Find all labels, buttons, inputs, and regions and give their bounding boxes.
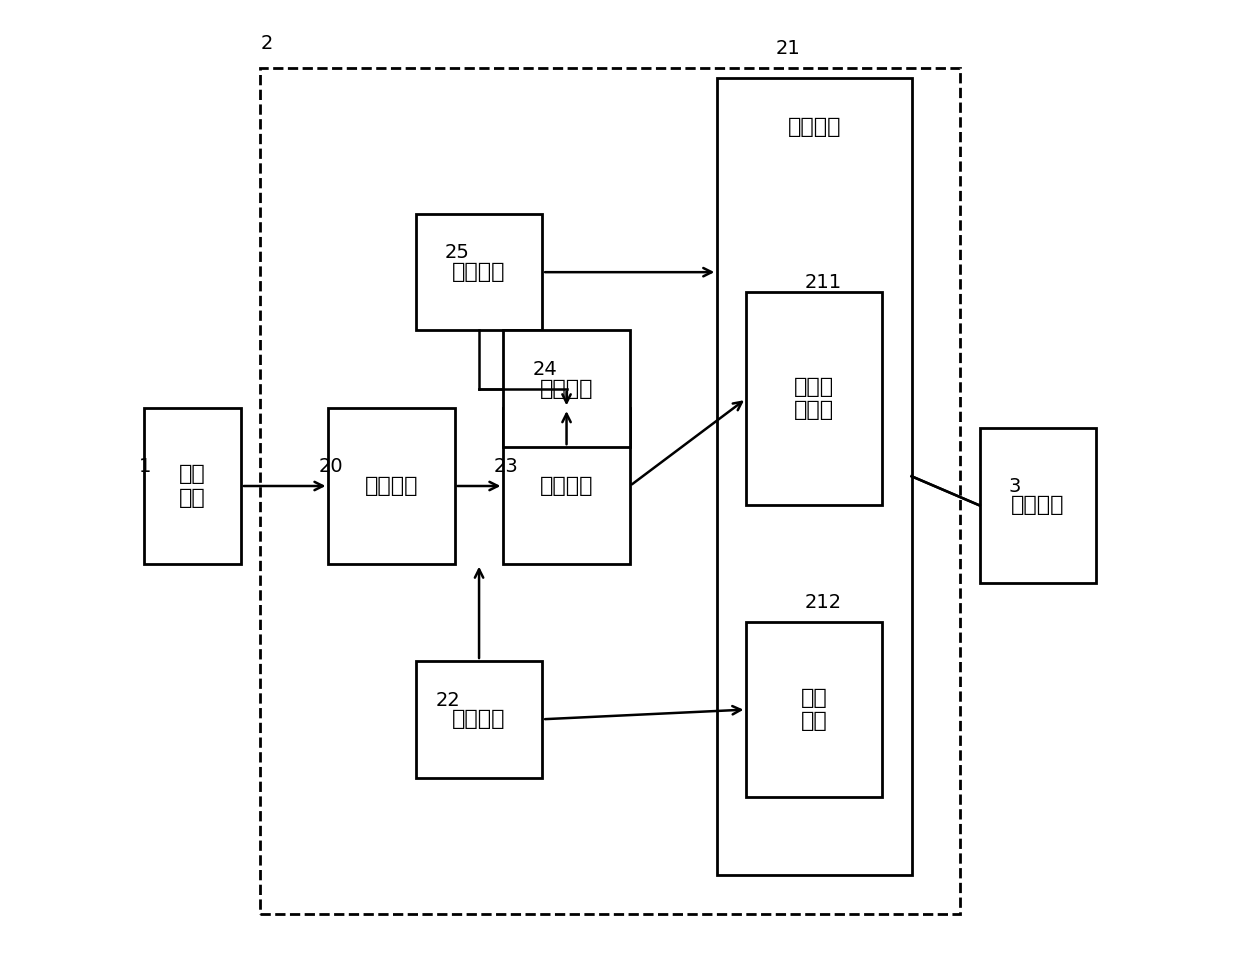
FancyBboxPatch shape [746,292,883,505]
Text: 22: 22 [435,690,460,710]
Text: 212: 212 [805,593,842,612]
FancyBboxPatch shape [503,408,630,564]
Text: 20: 20 [319,457,343,476]
Text: 2: 2 [260,34,273,53]
Text: 211: 211 [805,272,842,292]
Text: 1: 1 [139,457,151,476]
Text: 23: 23 [494,457,518,476]
FancyBboxPatch shape [415,661,542,778]
Text: 转换模块: 转换模块 [539,476,593,496]
Text: 显示装置: 显示装置 [1011,496,1065,515]
Text: 检测
试片: 检测 试片 [179,465,206,507]
Text: 处理模块: 处理模块 [787,117,841,137]
Text: 24: 24 [532,360,557,379]
FancyBboxPatch shape [144,408,241,564]
Text: 连接单元: 连接单元 [365,476,418,496]
Text: 侦测模块: 侦测模块 [453,710,506,729]
Text: 存储
单元: 存储 单元 [801,688,828,731]
FancyBboxPatch shape [329,408,455,564]
Text: 21: 21 [775,39,800,58]
FancyBboxPatch shape [746,622,883,797]
Text: 25: 25 [445,243,470,262]
FancyBboxPatch shape [980,428,1096,583]
FancyBboxPatch shape [503,330,630,447]
Text: 控制模块: 控制模块 [539,379,593,399]
Text: 3: 3 [1009,476,1022,496]
Text: 供电模块: 供电模块 [453,262,506,282]
FancyBboxPatch shape [415,214,542,330]
FancyBboxPatch shape [717,78,911,875]
Text: 模数转
换单元: 模数转 换单元 [795,377,835,420]
